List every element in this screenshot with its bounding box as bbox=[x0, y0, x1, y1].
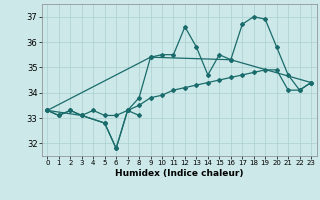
X-axis label: Humidex (Indice chaleur): Humidex (Indice chaleur) bbox=[115, 169, 244, 178]
